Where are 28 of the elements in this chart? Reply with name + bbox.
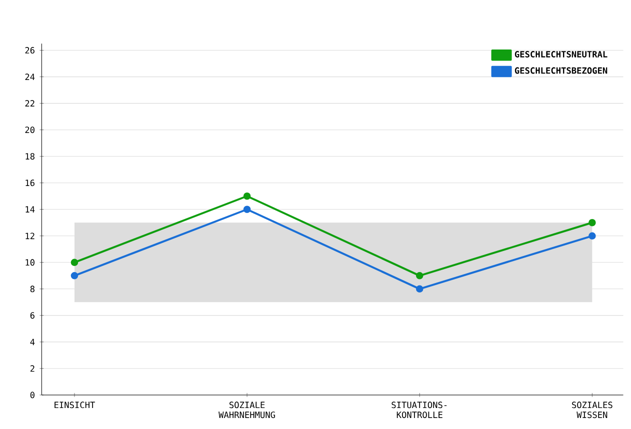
point (243, 206, 251, 214)
point (70, 272, 78, 280)
point (243, 192, 251, 200)
y-tick-label: 14 (26, 206, 35, 213)
y-tick-label: 16 (26, 180, 34, 186)
y-tick-label: 24 (25, 74, 35, 80)
x-tick-label: SOZIALE WAHRNEHMUNG (218, 402, 275, 418)
point (416, 285, 424, 293)
y-tick-label: 26 (25, 47, 34, 54)
y-tick-label: 6 (30, 312, 34, 319)
y-tick-label: 22 (25, 100, 34, 107)
point (416, 272, 424, 280)
y-tick-label: 18 (26, 153, 34, 160)
x-tick-label: SITUATIONS-KONTROLLE (392, 402, 447, 418)
point (588, 219, 596, 226)
x-tick-label: EINSICHT (54, 402, 95, 408)
y-tick-label: 20 (25, 126, 34, 134)
y-tick-label: 4 (30, 338, 35, 346)
legend-label: GESCHLECHTSBEZOGEN (514, 67, 608, 74)
y-tick-label: 0 (30, 392, 34, 398)
point (70, 258, 78, 266)
x-tick-label: SOZIALES WISSEN (572, 402, 612, 418)
y-tick-label: 2 (30, 365, 34, 372)
point (588, 232, 596, 240)
legend-label: GESCHLECHTSNEUTRAL (514, 51, 608, 58)
y-tick-label: 8 (30, 286, 34, 292)
y-tick-label: 10 (26, 259, 34, 266)
y-tick-label: 12 (26, 232, 34, 240)
